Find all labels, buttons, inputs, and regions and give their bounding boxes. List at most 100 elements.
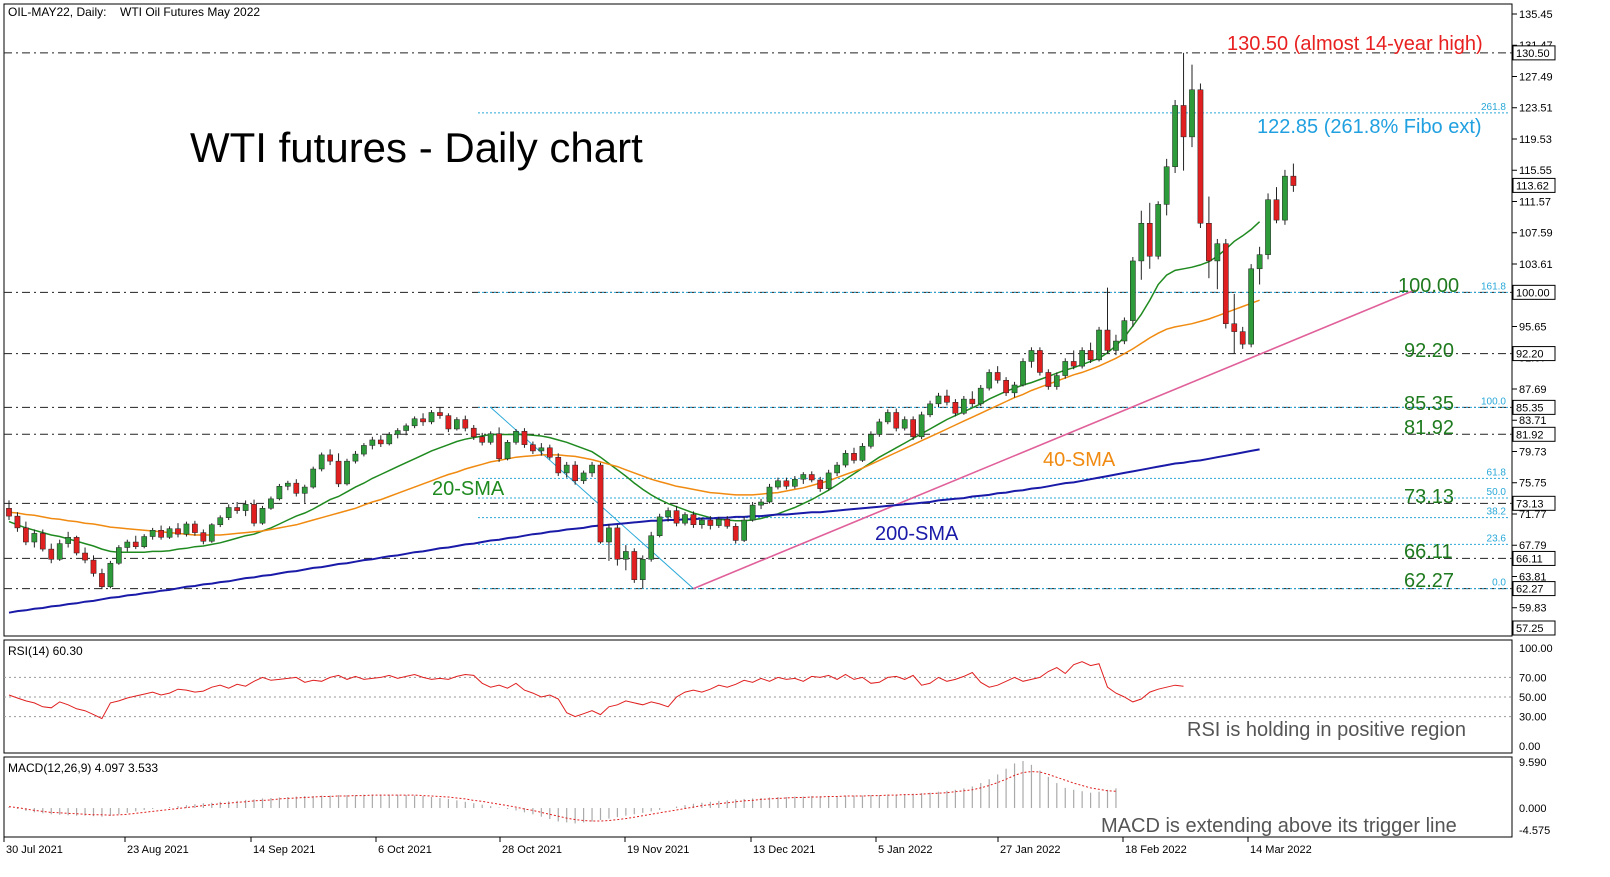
level-label: 85.35 [1404, 393, 1454, 415]
price-tick-label: 95.65 [1519, 321, 1547, 333]
candle-body-down [724, 519, 731, 527]
macd-label: MACD(12,26,9) 4.097 3.533 [8, 761, 158, 775]
candle-body-up [606, 527, 612, 543]
level-label: 73.13 [1404, 486, 1454, 508]
candle-body-up [1248, 268, 1255, 345]
candle-body-down [1197, 89, 1204, 224]
candle-body-down [817, 479, 824, 489]
price-tick-label: 67.79 [1519, 540, 1547, 552]
candle-body-up [935, 395, 942, 405]
date-axis: 30 Jul 2021 23 Aug 2021 14 Sep 2021 6 Oct 2… [3, 837, 1312, 856]
candle-body-down [1087, 350, 1094, 361]
date-tick-label: 19 Nov 2021 [627, 844, 689, 856]
candle-body-up [217, 517, 224, 526]
price-level-box [1512, 495, 1556, 511]
candle-body-up [741, 519, 747, 541]
candle-body-up [623, 551, 629, 560]
candle-body-up [1020, 361, 1026, 386]
candle-body-up [141, 536, 148, 547]
candle-body-up [927, 403, 933, 416]
candle-body-down [572, 464, 578, 482]
trendline [693, 289, 1416, 590]
candle-body-down [445, 415, 452, 430]
chart-symbol: OIL-MAY22, Daily: [8, 5, 106, 19]
candle-body-up [1163, 166, 1170, 205]
candle-body-up [766, 486, 773, 503]
candle-body-down [1003, 380, 1009, 394]
price-tick-label: 103.61 [1519, 259, 1553, 271]
candle-body-down [377, 439, 384, 445]
price-level-box [1512, 177, 1556, 193]
candle-body-up [259, 508, 266, 524]
candle-body-up [986, 372, 993, 389]
candle-body-up [301, 486, 308, 494]
price-tick-label: 71.77 [1519, 509, 1547, 521]
candle-body-up [699, 519, 705, 526]
candle-body-up [1172, 105, 1178, 167]
price-level-box [1512, 346, 1556, 362]
price-level-box-label: 66.11 [1516, 553, 1543, 565]
candle-body-up [775, 480, 781, 488]
price-level-box [1512, 284, 1556, 300]
candle-body-up [369, 439, 376, 446]
candle-body-up [1079, 350, 1086, 367]
candle-body-up [538, 447, 545, 452]
candle-body-up [665, 510, 671, 518]
macd-note: MACD is extending above its trigger line [1101, 815, 1457, 837]
fibo-level-label: 0.0 [1492, 578, 1506, 589]
candle-body-up [1282, 175, 1288, 221]
candle-body-up [749, 504, 756, 521]
price-tick-label: 127.49 [1519, 71, 1553, 83]
candle-body-down [1206, 222, 1212, 262]
date-tick-label: 18 Feb 2022 [1125, 844, 1187, 856]
candle-body-down [420, 418, 426, 423]
price-level-box-label: 100.00 [1516, 287, 1550, 299]
date-tick-label: 27 Jan 2022 [1000, 844, 1061, 856]
price-level-box [1512, 426, 1556, 442]
indicator-lines-layer [8, 221, 1416, 614]
macd-tick-label: 0.000 [1519, 803, 1547, 815]
candle-body-up [792, 478, 798, 487]
price-level-box-label: 113.62 [1516, 180, 1549, 192]
rsi-tick-label: 30.00 [1519, 712, 1547, 724]
candle-body-up [758, 501, 764, 506]
fibo-ext-annotation: 122.85 (261.8% Fibo ext) [1257, 116, 1482, 138]
candle-body-down [952, 402, 959, 414]
candle-body-down [158, 529, 164, 538]
candle-body-down [6, 508, 12, 517]
candle-body-up [682, 514, 688, 524]
candle-body-down [521, 431, 528, 445]
candle-body-up [825, 472, 832, 489]
candle-body-up [504, 442, 511, 460]
candle-body-down [555, 456, 562, 474]
candle-body-up [285, 482, 291, 487]
candle-body-down [1222, 243, 1229, 324]
sma40-label: 40-SMA [1043, 449, 1116, 471]
price-tick-label: 119.53 [1519, 134, 1552, 146]
rsi-tick-label: 70.00 [1519, 672, 1547, 684]
candle-body-up [242, 504, 249, 511]
price-level-box-label: 57.25 [1516, 623, 1544, 635]
candle-body-up [1011, 384, 1018, 394]
macd-signal-line [8, 771, 1116, 822]
price-tick-label: 115.55 [1519, 165, 1552, 177]
candle-body-down [910, 419, 916, 438]
candle-body-up [1053, 375, 1060, 387]
candle-body-down [192, 523, 198, 533]
price-tick-label: 111.57 [1519, 196, 1551, 208]
candle-body-up [403, 425, 409, 431]
candle-body-down [732, 526, 739, 541]
price-tick-label: 59.83 [1519, 603, 1547, 615]
candle-body-down [707, 519, 714, 526]
candle-body-down [631, 551, 638, 580]
macd-tick-label: -4.575 [1519, 825, 1550, 837]
candle-body-up [116, 547, 122, 564]
candle-body-down [132, 541, 139, 547]
candle-body-down [335, 460, 342, 485]
candle-body-down [39, 533, 46, 550]
candle-body-up [1138, 222, 1145, 262]
candle-body-up [268, 498, 274, 509]
candle-body-up [1214, 243, 1221, 262]
candle-body-up [834, 464, 840, 474]
rsi-panel: 100.00 70.00 50.00 30.00 0.00 [4, 643, 1553, 753]
